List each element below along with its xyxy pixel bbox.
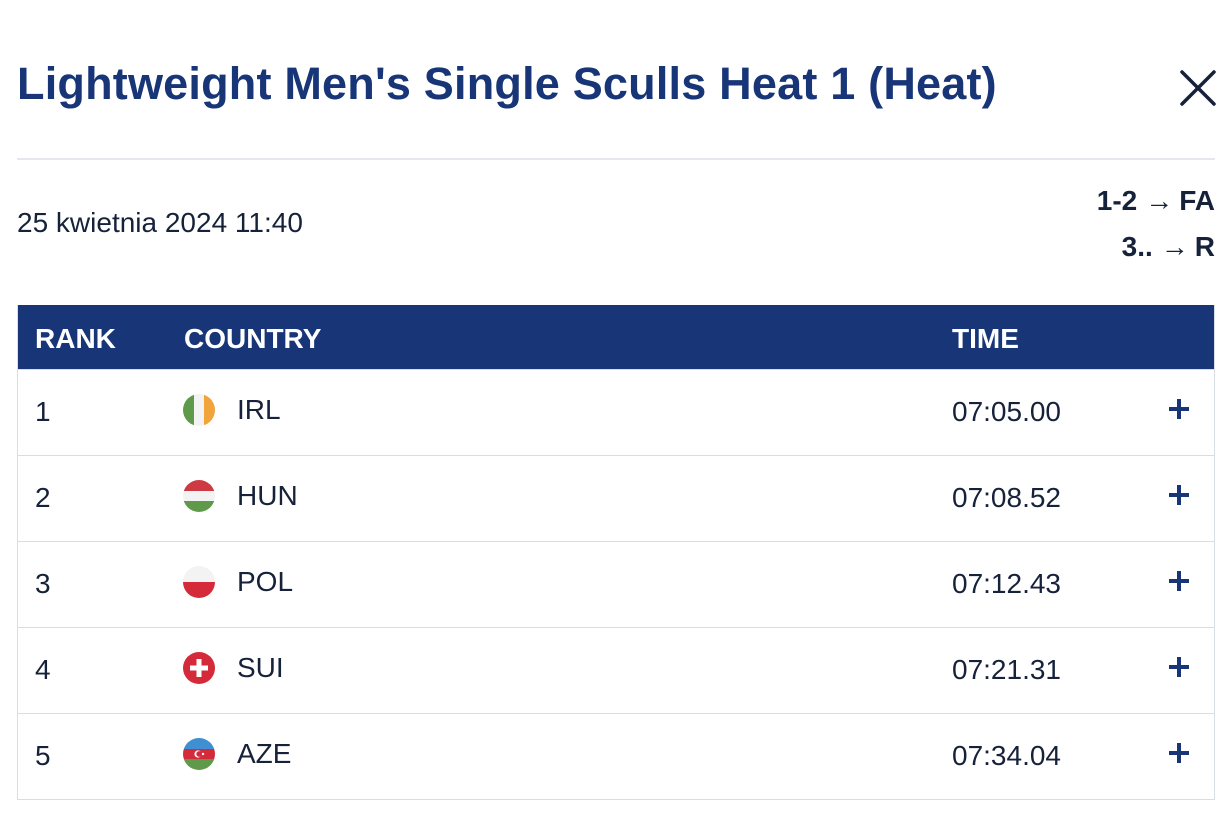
country-code: AZE bbox=[237, 738, 292, 769]
column-header-rank: RANK bbox=[35, 323, 116, 354]
poland-flag-icon bbox=[183, 566, 215, 598]
plus-icon bbox=[1169, 399, 1189, 419]
time-cell: 07:08.52 bbox=[952, 482, 1061, 513]
event-date: 25 kwietnia 2024 11:40 bbox=[17, 207, 303, 238]
rank-cell: 1 bbox=[35, 396, 51, 427]
time-cell: 07:34.04 bbox=[952, 740, 1061, 771]
rank-cell: 4 bbox=[35, 654, 51, 685]
plus-icon bbox=[1169, 743, 1189, 763]
progression-target: R bbox=[1194, 231, 1215, 262]
plus-icon bbox=[1169, 485, 1189, 505]
progression-places: 1-2 bbox=[1096, 185, 1138, 216]
expand-row-button[interactable] bbox=[1164, 652, 1194, 682]
rank-cell: 3 bbox=[35, 568, 51, 599]
column-header-time: TIME bbox=[952, 323, 1019, 354]
progression-rule: 1-2 → FA bbox=[1097, 184, 1215, 230]
table-row[interactable]: 5 AZE 07:34.04 bbox=[18, 713, 1214, 799]
arrow-right-icon: → bbox=[1145, 185, 1174, 216]
column-header-country: COUNTRY bbox=[184, 323, 322, 354]
header-divider bbox=[17, 158, 1215, 160]
hungary-flag-icon bbox=[183, 480, 215, 512]
expand-row-button[interactable] bbox=[1164, 738, 1194, 768]
azerbaijan-flag-icon bbox=[183, 738, 215, 770]
table-row[interactable]: 3 POL 07:12.43 bbox=[18, 541, 1214, 627]
close-button[interactable] bbox=[1176, 66, 1220, 110]
table-row[interactable]: 2 HUN 07:08.52 bbox=[18, 455, 1214, 541]
country-code: POL bbox=[237, 566, 294, 597]
progression-rules: 1-2 → FA 3.. → R bbox=[1097, 184, 1215, 276]
progression-target: FA bbox=[1179, 185, 1215, 216]
rank-cell: 2 bbox=[35, 482, 51, 513]
plus-icon bbox=[1169, 657, 1189, 677]
close-icon bbox=[1180, 70, 1216, 106]
rank-cell: 5 bbox=[35, 740, 51, 771]
progression-rule: 3.. → R bbox=[1097, 230, 1215, 276]
time-cell: 07:12.43 bbox=[952, 568, 1061, 599]
expand-row-button[interactable] bbox=[1164, 566, 1194, 596]
time-cell: 07:21.31 bbox=[952, 654, 1061, 685]
country-code: SUI bbox=[237, 652, 284, 683]
ireland-flag-icon bbox=[183, 394, 215, 426]
time-cell: 07:05.00 bbox=[952, 396, 1061, 427]
arrow-right-icon: → bbox=[1160, 231, 1189, 262]
country-code: HUN bbox=[237, 480, 298, 511]
expand-row-button[interactable] bbox=[1164, 394, 1194, 424]
country-code: IRL bbox=[237, 394, 281, 425]
table-header: RANK COUNTRY TIME bbox=[18, 305, 1214, 369]
results-table: RANK COUNTRY TIME 1 IRL 07:05.00 2 bbox=[17, 305, 1215, 800]
expand-row-button[interactable] bbox=[1164, 480, 1194, 510]
switzerland-flag-icon bbox=[183, 652, 215, 684]
plus-icon bbox=[1169, 571, 1189, 591]
table-row[interactable]: 4 SUI 07:21.31 bbox=[18, 627, 1214, 713]
page-title: Lightweight Men's Single Sculls Heat 1 (… bbox=[17, 58, 997, 109]
progression-places: 3.. bbox=[1121, 231, 1153, 262]
table-row[interactable]: 1 IRL 07:05.00 bbox=[18, 369, 1214, 455]
